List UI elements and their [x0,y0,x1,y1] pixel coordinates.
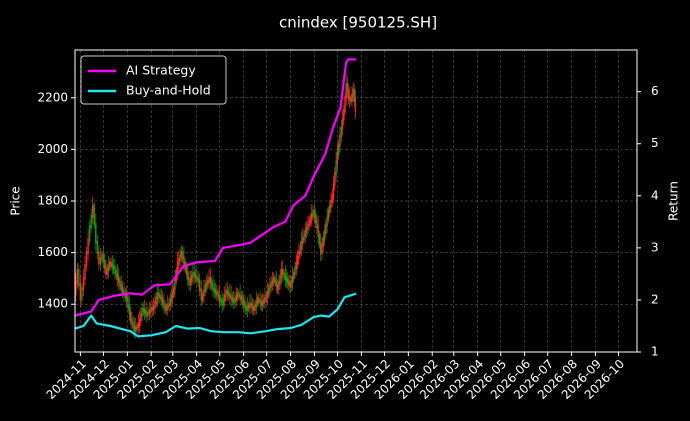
y-left-tick-label: 2000 [37,142,68,156]
y-right-tick-label: 2 [651,292,659,306]
y-left-tick-label: 1400 [37,297,68,311]
y-right-tick-label: 6 [651,84,659,98]
legend-box [80,55,227,105]
y-left-tick-label: 1600 [37,245,68,259]
y-axis-left-label: Price [9,186,23,215]
y-right-tick-label: 3 [651,240,659,254]
legend: AI Strategy Buy-and-Hold [80,55,227,105]
return-series [74,58,357,338]
buy-and-hold-line [74,292,357,338]
y-left-tick-label: 1800 [37,194,68,208]
y-right-tick-label: 4 [651,188,659,202]
y-right-tick-label: 1 [651,345,659,359]
ai-strategy-line [74,58,356,317]
y-right-tick-label: 5 [651,136,659,150]
y-axis-right-label: Return [667,181,681,221]
legend-label-buy-and-hold: Buy-and-Hold [126,83,211,98]
price-series [75,74,357,339]
y-left-tick-label: 2200 [37,90,68,104]
legend-label-ai-strategy: AI Strategy [126,63,196,78]
chart-title: cnindex [950125.SH] [279,14,437,32]
